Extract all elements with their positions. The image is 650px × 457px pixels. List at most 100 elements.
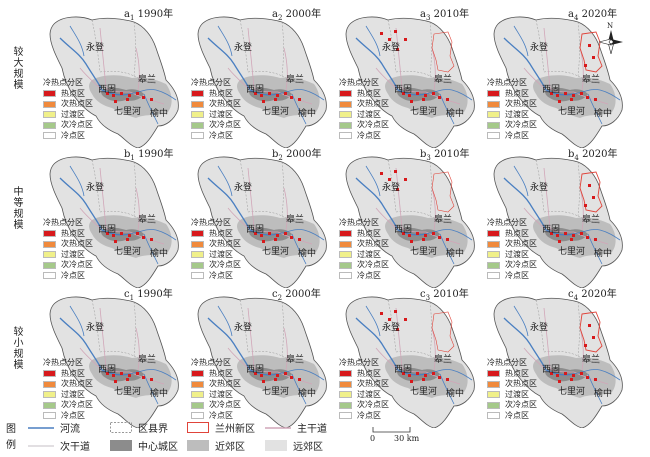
river bbox=[217, 165, 233, 197]
county-boundary bbox=[429, 75, 453, 85]
legend-item-label: 次热点区 bbox=[505, 99, 537, 108]
legend-swatch-icon bbox=[191, 272, 204, 280]
panel-letter: a bbox=[272, 9, 278, 20]
legend-item-label: 冷点区 bbox=[505, 410, 529, 420]
hotspot-cell bbox=[410, 100, 413, 103]
legend-swatch-icon bbox=[191, 261, 204, 269]
hotspot-cell bbox=[402, 232, 405, 235]
hotspot-cell bbox=[586, 376, 589, 379]
river bbox=[587, 373, 603, 405]
hotspot-cell bbox=[408, 234, 411, 237]
legend-item-label: 过渡区 bbox=[357, 249, 381, 259]
hotspot-legend-item: 冷点区 bbox=[43, 411, 93, 422]
hotspot-legend-title: 冷热点分区 bbox=[191, 358, 231, 367]
river bbox=[69, 305, 85, 337]
river bbox=[59, 177, 131, 236]
legend-main-road-label: 主干道 bbox=[297, 424, 327, 435]
legend-item-label: 热点区 bbox=[209, 228, 233, 238]
legend-item-label: 次热点区 bbox=[505, 379, 537, 388]
county-boundary bbox=[429, 21, 432, 77]
river bbox=[129, 369, 177, 381]
county-boundary bbox=[281, 215, 305, 225]
legend-swatch-icon bbox=[43, 261, 56, 269]
hotspot-cell bbox=[556, 374, 559, 377]
river bbox=[129, 229, 177, 241]
county-boundary bbox=[577, 355, 601, 365]
center-area-icon bbox=[110, 440, 132, 451]
panel-subscript: 3 bbox=[426, 154, 431, 162]
legend-swatch-icon bbox=[339, 132, 352, 140]
panel-year: 2010年 bbox=[433, 289, 469, 300]
county-boundary bbox=[99, 70, 135, 77]
legend-swatch-icon bbox=[339, 272, 352, 280]
main-road bbox=[99, 307, 131, 373]
place-gaolan: 皋兰 bbox=[434, 75, 453, 85]
hotspot-cell bbox=[262, 380, 265, 383]
place-yuzhong: 榆中 bbox=[446, 389, 465, 399]
county-boundary bbox=[395, 210, 431, 217]
legend-item-label: 冷点区 bbox=[357, 270, 381, 280]
hotspot-legend: 冷热点分区 热点区 次热点区 过渡区 次冷点区 冷点区 bbox=[191, 218, 241, 281]
legend-swatch-icon bbox=[487, 90, 500, 98]
river bbox=[277, 229, 325, 241]
legend-swatch-icon bbox=[487, 401, 500, 409]
county-boundary bbox=[387, 159, 397, 213]
hotspot-legend-item: 过渡区 bbox=[339, 110, 389, 121]
hotspot-cell bbox=[416, 372, 419, 375]
hotspot-legend-item: 次热点区 bbox=[339, 379, 389, 390]
sub-road-icon bbox=[28, 445, 54, 446]
place-yongdeng: 永登 bbox=[530, 183, 549, 193]
hotspot-legend-title: 冷热点分区 bbox=[487, 78, 527, 87]
legend-swatch-icon bbox=[339, 401, 352, 409]
hotspot-cell bbox=[580, 372, 583, 375]
legend-item-label: 次冷点区 bbox=[61, 400, 93, 409]
county-boundary bbox=[281, 75, 305, 85]
lanzhou-new-district bbox=[431, 171, 455, 213]
hotspot-cell bbox=[276, 234, 279, 237]
legend-swatch-icon bbox=[191, 391, 204, 399]
panel-title: c3 2010年 bbox=[420, 285, 469, 302]
panel-letter: a bbox=[124, 9, 130, 20]
hotspot-legend-item: 次热点区 bbox=[43, 99, 93, 110]
legend-item-label: 次冷点区 bbox=[357, 400, 389, 409]
panel-letter: b bbox=[420, 149, 427, 160]
lanzhou-new-district bbox=[579, 31, 603, 73]
hotspot-cell bbox=[558, 380, 561, 383]
place-xigu: 西固 bbox=[394, 365, 413, 375]
legend-swatch-icon bbox=[43, 111, 56, 119]
hotspot-legend: 冷热点分区 热点区 次热点区 过渡区 次冷点区 冷点区 bbox=[487, 78, 537, 141]
map-panel-a4: a4 2020年 永登 皋兰 西固 七里河 榆中 冷热点分区 热点区 次热点区 过渡区 次冷点区 冷点… bbox=[484, 8, 632, 148]
hotspot-cell bbox=[584, 344, 587, 347]
hotspot-cell bbox=[394, 30, 397, 33]
place-yuzhong: 榆中 bbox=[446, 249, 465, 259]
legend-swatch-icon bbox=[191, 230, 204, 238]
place-xigu: 西固 bbox=[394, 225, 413, 235]
hotspot-cell bbox=[274, 98, 277, 101]
hotspot-legend-item: 热点区 bbox=[487, 369, 537, 380]
river bbox=[291, 373, 307, 405]
place-yuzhong: 榆中 bbox=[298, 389, 317, 399]
hotspot-cell bbox=[112, 374, 115, 377]
far-suburb-icon bbox=[265, 440, 287, 451]
panel-letter: a bbox=[568, 9, 574, 20]
legend-item-label: 热点区 bbox=[61, 368, 85, 378]
place-gaolan: 皋兰 bbox=[434, 355, 453, 365]
legend-item-label: 次冷点区 bbox=[209, 260, 241, 269]
legend-item-label: 冷点区 bbox=[357, 410, 381, 420]
hotspot-cell bbox=[592, 336, 595, 339]
legend-item-label: 冷点区 bbox=[209, 270, 233, 280]
hotspot-legend-item: 过渡区 bbox=[43, 110, 93, 121]
county-boundary bbox=[133, 355, 157, 365]
hotspot-cell bbox=[594, 98, 597, 101]
hotspot-cell bbox=[396, 48, 399, 51]
hotspot-cell bbox=[290, 96, 293, 99]
hotspot-cell bbox=[284, 372, 287, 375]
hotspot-legend-title: 冷热点分区 bbox=[191, 78, 231, 87]
north-arrow: N bbox=[596, 22, 626, 54]
panel-letter: c bbox=[420, 289, 426, 300]
legend-swatch-icon bbox=[339, 251, 352, 259]
place-xigu: 西固 bbox=[542, 365, 561, 375]
hotspot-cell bbox=[422, 378, 425, 381]
main-road bbox=[543, 307, 575, 373]
hotspot-cell bbox=[588, 184, 591, 187]
